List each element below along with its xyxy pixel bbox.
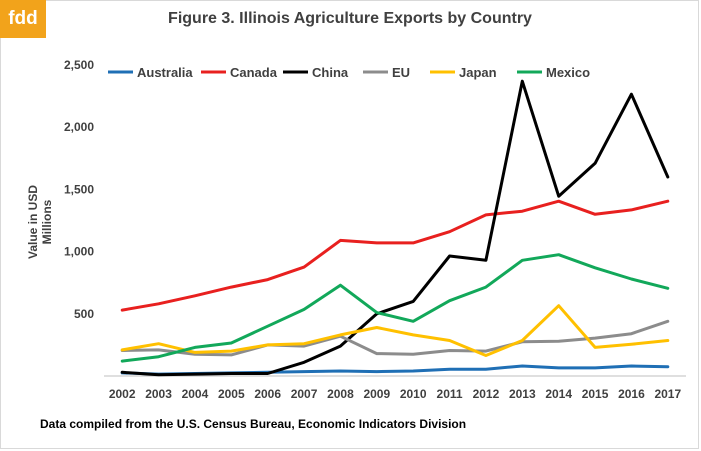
series-line-japan	[120, 304, 670, 357]
x-tick-label: 2009	[363, 387, 390, 401]
x-tick-label: 2010	[400, 387, 427, 401]
x-tick-label: 2005	[218, 387, 245, 401]
series-line-china	[120, 79, 670, 377]
x-tick-label: 2007	[291, 387, 318, 401]
x-tick-label: 2004	[182, 387, 209, 401]
legend-label-eu: EU	[392, 65, 410, 80]
fdd-logo: fdd	[0, 0, 46, 38]
chart-title: Figure 3. Illinois Agriculture Exports b…	[168, 10, 532, 27]
x-tick-label: 2008	[327, 387, 354, 401]
legend-label-japan: Japan	[459, 65, 497, 80]
legend-label-australia: Australia	[137, 65, 193, 80]
x-tick-label: 2011	[437, 387, 463, 401]
y-tick-label: 2,000	[64, 120, 94, 134]
series-line-eu	[120, 319, 670, 357]
x-tick-label: 2012	[473, 387, 500, 401]
legend-label-china: China	[312, 65, 349, 80]
series-line-mexico	[120, 253, 670, 363]
y-tick-label: 1,000	[64, 245, 94, 259]
y-tick-label: 1,500	[64, 182, 94, 196]
source-note: Data compiled from the U.S. Census Burea…	[40, 417, 467, 431]
legend-label-mexico: Mexico	[546, 65, 590, 80]
y-tick-label: 2,500	[64, 58, 94, 72]
y-axis-label-line2: Millions	[40, 199, 54, 244]
x-tick-label: 2016	[618, 387, 645, 401]
y-axis-label-line1: Value in USD	[26, 185, 40, 259]
x-tick-label: 2013	[509, 387, 536, 401]
x-tick-label: 2006	[254, 387, 281, 401]
x-tick-label: 2015	[582, 387, 609, 401]
x-tick-label: 2002	[109, 387, 136, 401]
x-tick-label: 2003	[145, 387, 172, 401]
series-line-canada	[120, 199, 670, 312]
y-tick-label: 500	[74, 307, 94, 321]
x-tick-label: 2014	[545, 387, 572, 401]
x-tick-label: 2017	[654, 387, 681, 401]
legend-label-canada: Canada	[230, 65, 278, 80]
